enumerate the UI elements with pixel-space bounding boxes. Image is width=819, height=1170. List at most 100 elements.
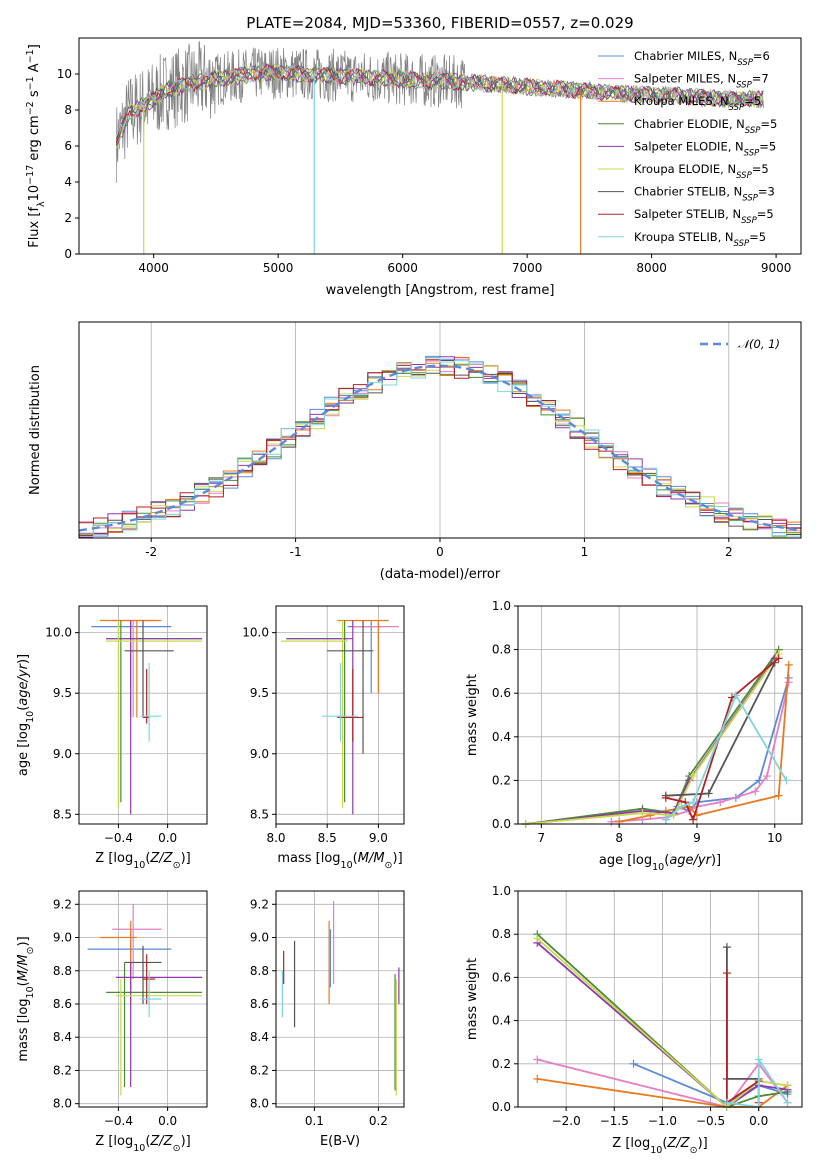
x-axis-label-part: ( [353,851,358,866]
y-tick-label: 0.4 [492,1014,511,1028]
weight-point [774,791,783,800]
legend-label-part: Salpeter MILES, N [634,72,736,86]
x-tick-label: 9000 [761,261,792,275]
y-tick-label: 8.2 [53,1063,72,1077]
y-axis-label-part: −17 [25,165,36,185]
x-axis-label-part: ⊙ [173,1143,181,1154]
y-tick-label: 0.4 [492,730,511,744]
y-tick-label: 8.5 [250,807,269,821]
legend-label-part: Chabrier MILES, N [634,49,737,63]
y-axis-label-part: )] [16,654,31,664]
y-tick-label: 8.8 [53,964,72,978]
weight-point [762,772,771,781]
y-axis-label-part: ( [16,981,31,986]
y-tick-label: 9.5 [53,686,72,700]
x-axis-label: E(B-V) [320,1134,360,1149]
spectrum-panel: 4000 5000 6000 7000 8000 9000 0 2 4 6 8 10 wavelengt… [25,37,802,298]
legend-label-part: SSP [744,148,760,158]
weight-point [677,802,686,811]
legend-label: Salpeter ELODIE, NSSP=5 [634,139,776,158]
x-tick-label: 4000 [138,261,169,275]
x-tick-label: −0.4 [104,1114,133,1128]
model-spectrum-line [115,64,764,138]
x-tick-label: 10 [767,831,782,845]
x-axis-label-part: Z/Z [149,851,173,866]
y-tick-label: 10 [57,67,72,81]
x-tick-label: −1.5 [600,1114,629,1128]
weight-point [533,1055,542,1064]
x-tick-label: 1 [581,545,589,559]
x-axis-label: age [log10(age/yr)] [599,853,721,873]
x-axis-label-part: ( [145,1134,150,1149]
y-tick-label: 0 [64,247,72,261]
y-tick-label: 0.8 [492,927,511,941]
y-tick-label: 6 [64,139,72,153]
y-axis-label-part: ( [16,706,31,711]
y-axis-label-part: A [27,63,42,76]
model-spectrum-line [115,65,764,145]
y-tick-label: 2 [64,211,72,225]
x-tick-label: −1.0 [648,1114,677,1128]
x-axis-label-part: )] [393,851,403,866]
axes-frame [78,605,208,825]
x-axis-label-part: ⊙ [385,860,393,871]
x-axis-label-part: ( [662,1136,667,1151]
y-tick-label: 8.8 [250,964,269,978]
legend-label-part: SSP [741,216,757,226]
weight-line [536,933,788,1109]
x-axis-label: mass [log10(M/M⊙)] [277,851,402,871]
x-tick-label: 0.0 [749,1114,768,1128]
weight-point [754,1055,763,1064]
y-axis-label-part: −1 [25,49,36,63]
age_vs_mass-panel: 8.0 8.5 9.0 8.5 9.0 9.5 10.0 mass [log10(M/M⊙)] [242,605,405,871]
axes-frame [275,890,405,1108]
weight-point [689,798,698,807]
x-tick-label: 0.0 [158,1114,177,1128]
x-tick-label: 9.0 [369,831,388,845]
weight-point [722,1098,731,1107]
weight-point [783,1081,792,1090]
x-axis-label-part: 10 [650,1145,662,1156]
y-axis-label-part: s [27,90,42,101]
y-tick-label: 10.0 [45,626,72,640]
y-tick-label: 8.2 [250,1063,269,1077]
weight-point [533,1074,542,1083]
age_vs_Z-panel: −0.4 0.08.59.09.510.0Z [log10(Z/Z⊙)]age [… [16,605,208,871]
chart-panels: 4000 5000 6000 7000 8000 90000246810wavelengt… [16,37,803,1156]
weight-point [751,787,760,796]
weight-point [689,772,698,781]
y-axis-label-part: ] [27,44,42,49]
x-axis-label-part: )] [698,1136,708,1151]
weight-point [784,660,793,669]
y-tick-label: 8.6 [53,997,72,1011]
weight-point [646,811,655,820]
x-tick-label: −0.4 [104,831,133,845]
weight-line [726,947,759,1080]
weight-line [726,1056,789,1109]
x-axis-label-part: Z [log [95,1134,133,1149]
weight-point [782,776,791,785]
legend-label: Salpeter MILES, NSSP=7 [634,72,769,91]
legend-label-part: SSP [736,81,752,91]
x-tick-label: −2.0 [552,1114,581,1128]
x-axis-label-part: )] [181,851,191,866]
axes-frame [275,605,405,825]
y-axis-label-part: ⊙ [25,947,36,955]
y-axis-label-part: erg cm [27,115,42,164]
y-tick-label: 4 [64,175,72,189]
y-axis-label: Normed distribution [28,365,43,495]
x-tick-label: 8.0 [266,831,285,845]
weight-line [536,942,788,1109]
weight-line [525,653,780,825]
weight-point [722,943,731,952]
x-axis-label: Z [log10(Z/Z⊙)] [95,851,190,871]
x-tick-label: −0.5 [696,1114,725,1128]
x-axis-label: wavelength [Angstrom, rest frame] [326,283,555,298]
weight-point [774,654,783,663]
axes-frame [78,890,208,1108]
legend-label-part: Kroupa MILES, N [634,94,729,108]
y-tick-label: 8.6 [250,997,269,1011]
weight-point [661,815,670,824]
x-tick-label: 6000 [387,261,418,275]
